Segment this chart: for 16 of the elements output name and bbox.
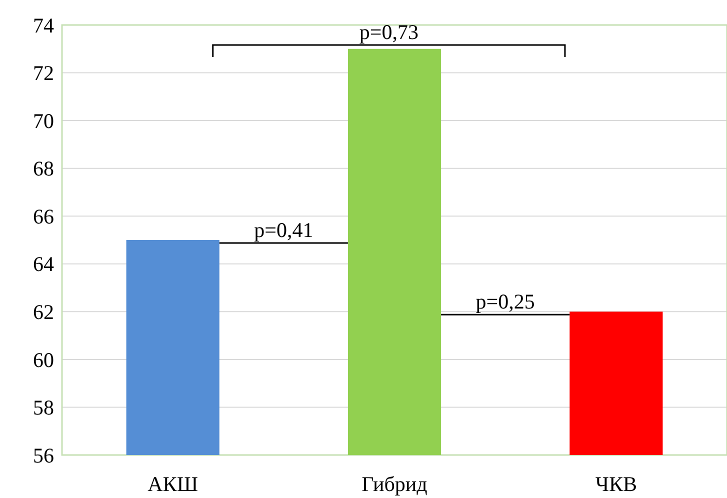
annotation: p=0,73 [359, 20, 418, 44]
annotation: p=0,25 [476, 290, 535, 314]
y-tick-label: 62 [33, 300, 54, 324]
y-tick-label: 56 [33, 443, 54, 468]
x-tick-label: АКШ [148, 472, 198, 496]
y-tick-label: 74 [33, 13, 54, 38]
y-tick-label: 70 [33, 108, 54, 133]
y-tick-label: 64 [33, 252, 54, 276]
y-tick-label: 60 [33, 348, 54, 372]
y-tick-label: 68 [33, 156, 54, 181]
annotation: p=0,41 [254, 218, 314, 242]
x-tick-label: Гибрид [362, 472, 428, 496]
y-tick-label: 66 [33, 204, 54, 228]
y-tick-label: 58 [33, 396, 54, 420]
y-tick-label: 72 [33, 61, 54, 86]
x-tick-label: ЧКВ [595, 472, 638, 496]
